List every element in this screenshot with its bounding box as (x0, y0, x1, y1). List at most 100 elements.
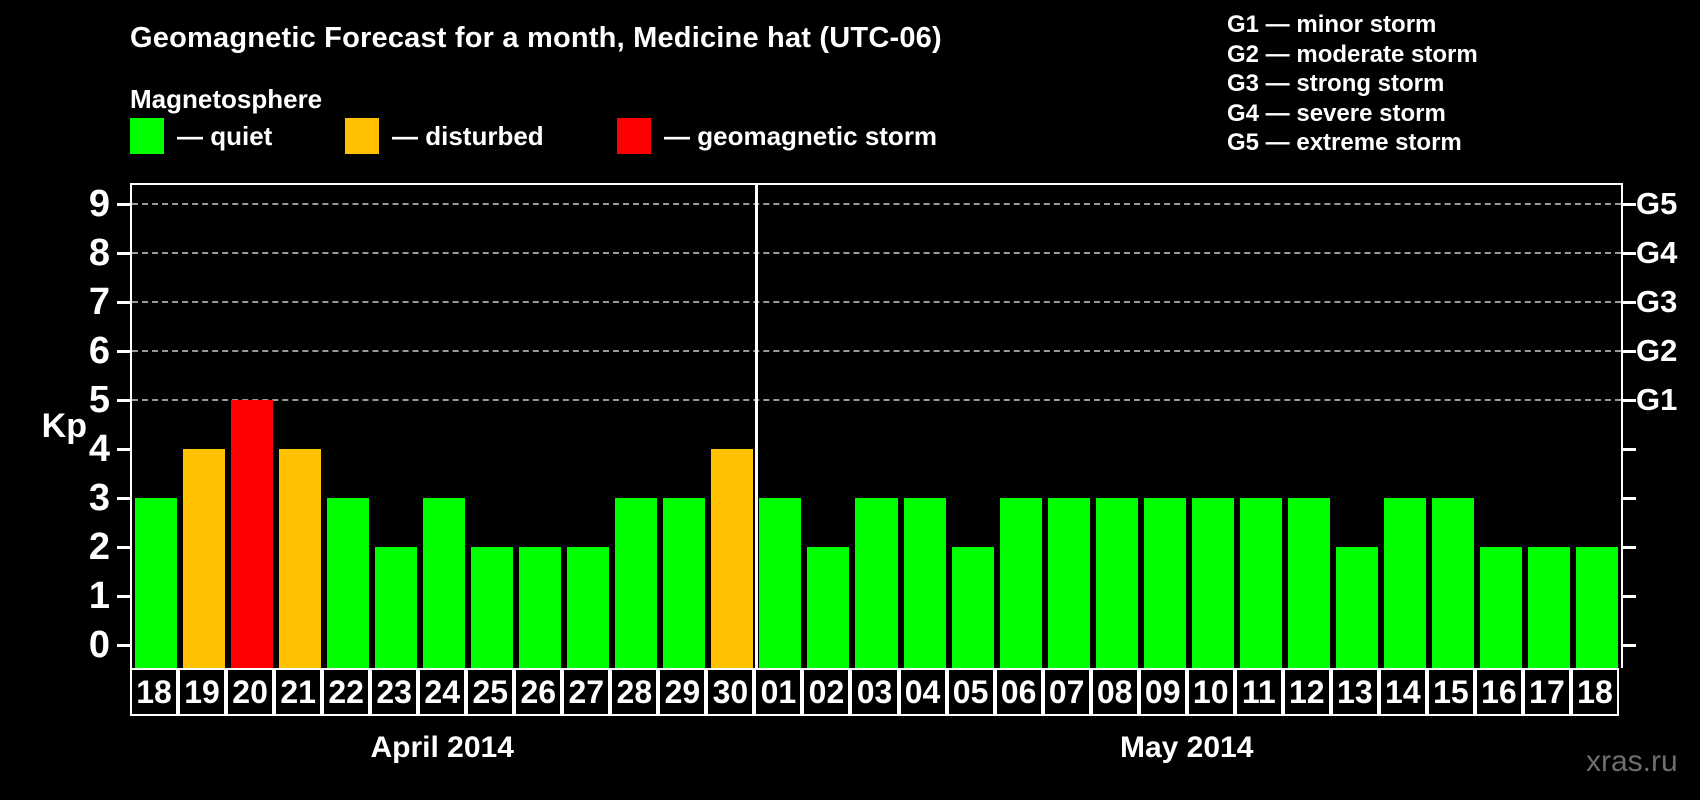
day-label: 21 (274, 668, 323, 716)
month-divider (754, 185, 758, 668)
y-gridline (132, 203, 1621, 205)
magnetosphere-label: Magnetosphere (130, 84, 323, 114)
kp-bar (183, 449, 226, 668)
kp-bar (1335, 547, 1378, 668)
plot-area: Kp 0 1 2 3 4 5 6 7 8 9 G1 G2 G3 G4 G5 (42, 183, 1677, 668)
kp-bar (1047, 498, 1090, 668)
day-label: 06 (994, 668, 1043, 716)
y-tick-left (117, 203, 130, 206)
y-tick-label: 4 (88, 428, 110, 470)
storm-scale-legend: G1 — minor storm G2 — moderate storm G3 … (1227, 10, 1478, 158)
legend-item-storm: — geomagnetic storm (617, 117, 937, 155)
day-label: 29 (658, 668, 707, 716)
g3-legend-line: G3 — strong storm (1227, 70, 1445, 97)
y-tick-right (1623, 301, 1636, 304)
day-label: 12 (1282, 668, 1331, 716)
day-label: 16 (1474, 668, 1523, 716)
legend-label-storm: — geomagnetic storm (664, 120, 938, 151)
g-scale-label: G4 (1636, 235, 1678, 270)
g1-legend-line: G1 — minor storm (1227, 11, 1437, 38)
y-tick-label: 3 (88, 477, 110, 519)
kp-bar (615, 498, 658, 668)
y-tick-right (1623, 644, 1636, 647)
kp-bar (135, 498, 178, 668)
kp-bar (951, 547, 994, 668)
kp-bar (231, 400, 274, 668)
y-tick-label: 5 (88, 379, 110, 421)
y-tick-left (117, 546, 130, 549)
day-label: 11 (1234, 668, 1283, 716)
day-label: 09 (1138, 668, 1187, 716)
day-label: 13 (1330, 668, 1379, 716)
y-tick-left (117, 595, 130, 598)
day-label: 30 (706, 668, 755, 716)
kp-bar (1143, 498, 1186, 668)
kp-axis-label: Kp (41, 407, 87, 445)
disturbed-color-swatch (345, 118, 379, 154)
kp-bar (711, 449, 754, 668)
kp-bar (759, 498, 802, 668)
month-label-may: May 2014 (1119, 731, 1254, 764)
day-label: 01 (754, 668, 803, 716)
y-gridline (132, 399, 1621, 401)
y-tick-label: 1 (88, 575, 110, 617)
day-label: 26 (514, 668, 563, 716)
kp-bar (279, 449, 322, 668)
y-tick-label: 6 (88, 330, 110, 372)
kp-bar (1095, 498, 1138, 668)
g-scale-label: G5 (1636, 186, 1678, 221)
kp-bar (423, 498, 466, 668)
storm-color-swatch (617, 118, 651, 154)
legend-item-disturbed: — disturbed (345, 117, 544, 155)
kp-bar (1287, 498, 1330, 668)
g4-legend-line: G4 — severe storm (1227, 99, 1446, 127)
y-tick-left (117, 497, 130, 500)
quiet-color-swatch (130, 118, 164, 154)
month-axis: April 2014 May 2014 (130, 731, 1623, 771)
kp-bar (1575, 547, 1618, 668)
day-label: 03 (850, 668, 899, 716)
y-tick-right (1623, 497, 1636, 500)
day-label: 28 (610, 668, 659, 716)
y-tick-right (1623, 448, 1636, 451)
y-gridline (132, 350, 1621, 352)
legend-item-quiet: — quiet (130, 117, 272, 155)
y-tick-label: 9 (88, 183, 110, 225)
kp-bar (1527, 547, 1570, 668)
day-label: 07 (1042, 668, 1091, 716)
kp-bar (807, 547, 850, 668)
kp-bar (855, 498, 898, 668)
y-tick-left (117, 448, 130, 451)
day-label: 22 (322, 668, 371, 716)
kp-bar (1239, 498, 1282, 668)
kp-bar (1191, 498, 1234, 668)
day-label: 27 (562, 668, 611, 716)
chart-title: Geomagnetic Forecast for a month, Medici… (130, 22, 942, 54)
y-tick-right (1623, 546, 1636, 549)
y-gridline (132, 301, 1621, 303)
g-scale-label: G3 (1636, 284, 1678, 319)
kp-bar (1479, 547, 1522, 668)
y-gridline (132, 252, 1621, 254)
kp-bar (375, 547, 418, 668)
day-label: 23 (370, 668, 419, 716)
month-label-april: April 2014 (370, 731, 514, 764)
kp-bar (999, 498, 1042, 668)
kp-bar (903, 498, 946, 668)
day-label: 17 (1522, 668, 1571, 716)
g-scale-label: G2 (1636, 333, 1678, 368)
y-tick-left (117, 644, 130, 647)
g-scale-label: G1 (1636, 382, 1678, 417)
y-tick-left (117, 399, 130, 402)
g2-legend-line: G2 — moderate storm (1227, 40, 1478, 68)
day-axis: 18 19 20 21 22 23 24 25 26 27 28 29 30 01 02 03 04 05 06 07… (130, 668, 1623, 716)
y-tick-right (1623, 595, 1636, 598)
day-label: 08 (1090, 668, 1139, 716)
kp-bar (567, 547, 610, 668)
y-tick-label: 7 (88, 281, 110, 323)
y-tick-right (1623, 252, 1636, 255)
y-tick-right (1623, 399, 1636, 402)
day-label: 02 (802, 668, 851, 716)
kp-bar (519, 547, 562, 668)
